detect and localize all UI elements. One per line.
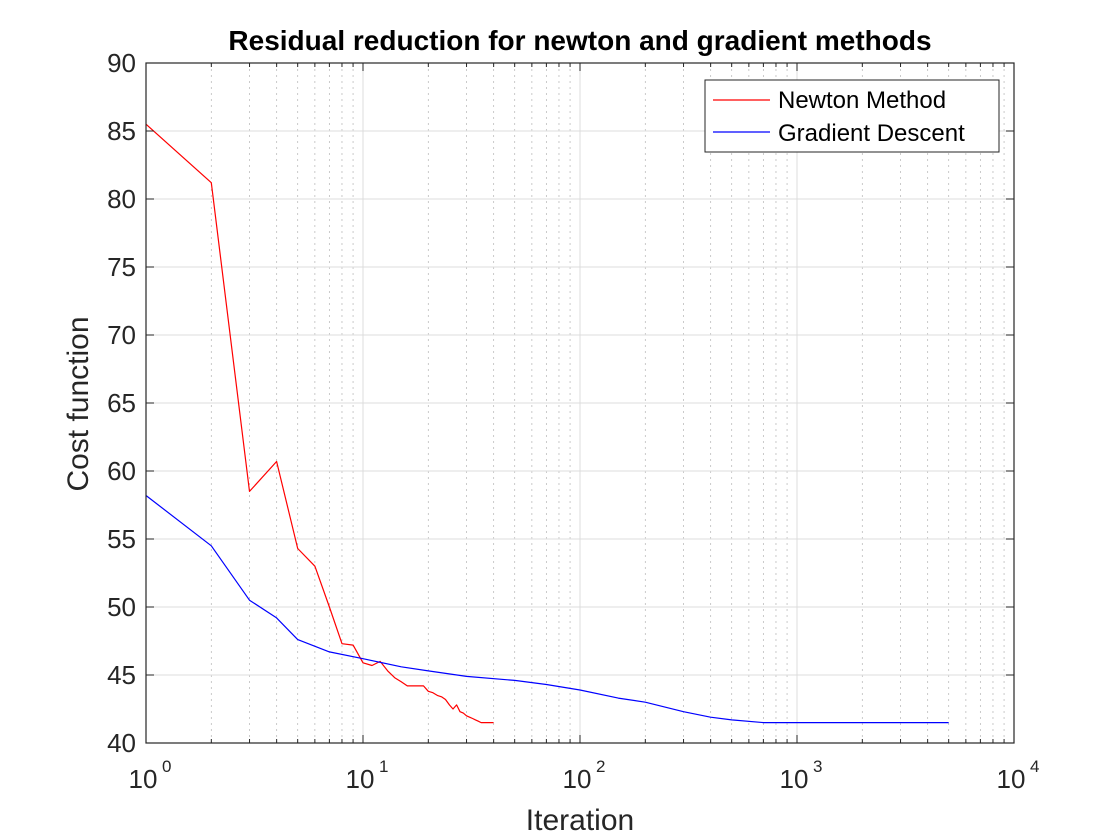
x-tick-labels: 10 0 10 1 10 2 10 3 10 4 [129,757,1040,794]
x-tick-base: 10 [997,764,1026,794]
chart-title: Residual reduction for newton and gradie… [228,25,931,56]
y-tick-label: 80 [107,184,136,214]
legend: Newton Method Gradient Descent [704,79,1000,153]
x-tick-exponent: 0 [162,757,171,776]
x-tick-label: 10 4 [997,757,1040,794]
x-tick-base: 10 [346,764,375,794]
series-line-gradient [145,495,949,724]
x-tick-label: 10 2 [563,757,606,794]
y-tick-label: 70 [107,320,136,350]
x-tick-exponent: 2 [596,757,605,776]
y-tick-label: 85 [107,116,136,146]
y-tick-label: 60 [107,456,136,486]
legend-box [704,79,1000,153]
y-tick-label: 50 [107,592,136,622]
series-layer [145,123,949,724]
x-tick-base: 10 [780,764,809,794]
y-tick-label: 65 [107,388,136,418]
series-line-newton [145,123,494,724]
x-tick-label: 10 3 [780,757,823,794]
x-axis-title: Iteration [526,804,634,837]
x-tick-base: 10 [563,764,592,794]
y-tick-label: 90 [107,48,136,78]
x-tick-exponent: 1 [379,757,388,776]
major-grid [145,62,1015,744]
x-tick-exponent: 3 [813,757,822,776]
y-axis-title: Cost function [62,316,95,491]
y-tick-label: 45 [107,660,136,690]
y-tick-label: 40 [107,728,136,758]
y-tick-label: 75 [107,252,136,282]
x-tick-label: 10 1 [346,757,389,794]
legend-label-gradient: Gradient Descent [778,120,965,147]
axis-ticks [145,62,1015,744]
y-tick-label: 55 [107,524,136,554]
x-tick-label: 10 0 [129,757,172,794]
x-tick-exponent: 4 [1030,757,1039,776]
legend-label-newton: Newton Method [778,87,946,114]
x-tick-base: 10 [129,764,158,794]
y-tick-labels: 40 45 50 55 60 65 70 75 80 85 90 [107,48,136,758]
